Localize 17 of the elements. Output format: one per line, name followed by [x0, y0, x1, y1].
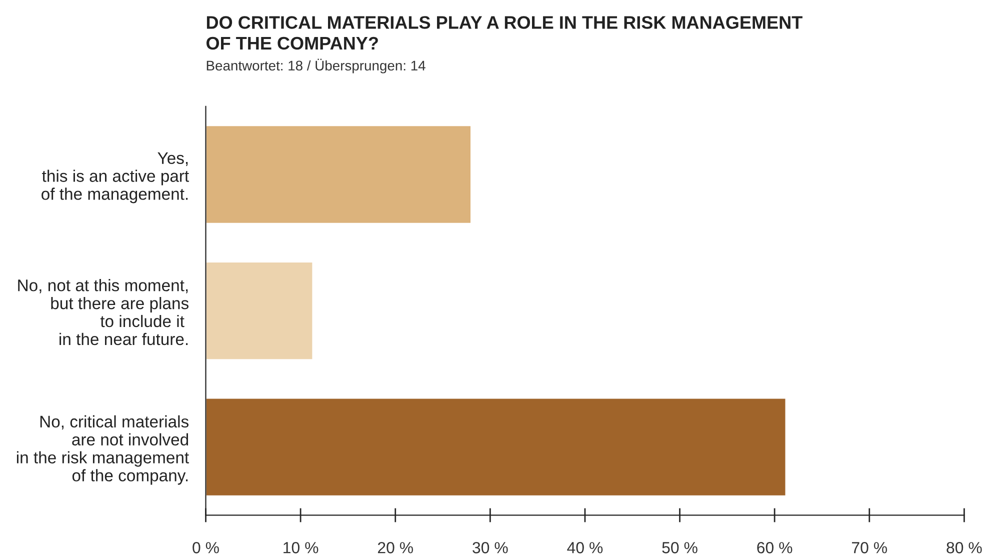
x-tick-label: 70 %: [852, 542, 888, 554]
chart-title: DO CRITICAL MATERIALS PLAY A ROLE IN THE RISK MANAGEMENT OF THE COMPANY?: [206, 16, 802, 50]
chart-subtitle: Beantwortet: 18 / Übersprungen: 14: [206, 58, 426, 74]
y-tick-label: No, not at this moment, but there are plans to include it in the near future.: [18, 279, 188, 346]
x-tick-label: 20 %: [378, 542, 413, 554]
x-tick-label: 40 %: [567, 542, 603, 554]
bar: [206, 397, 787, 497]
x-tick-label: 80 %: [946, 542, 982, 554]
bar: [206, 124, 472, 224]
x-tick-label: 30 %: [472, 542, 508, 554]
y-tick-label: No, critical materials are not involved in the risk management of the company.: [16, 415, 189, 485]
y-tick-label: Yes, this is an active part of the management.: [42, 152, 189, 204]
x-tick-label: 50 %: [662, 542, 698, 554]
bar: [206, 261, 314, 361]
x-tick-label: 10 %: [284, 542, 318, 554]
x-tick-label: 60 %: [757, 542, 792, 554]
x-tick-label: 0 %: [192, 542, 219, 554]
